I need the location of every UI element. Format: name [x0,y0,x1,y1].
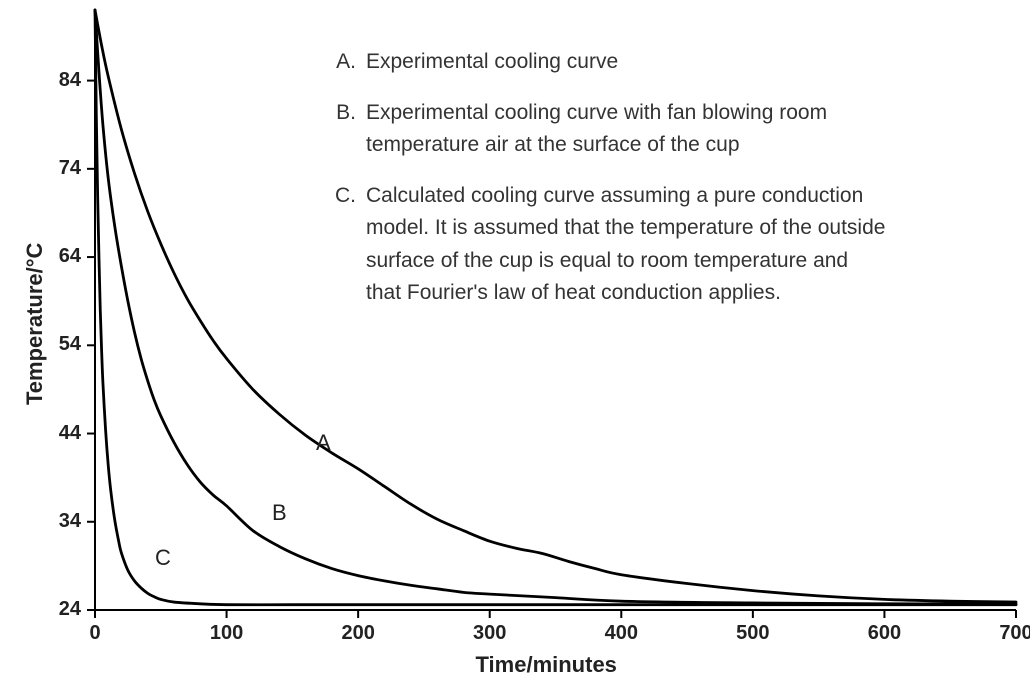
x-axis-label: Time/minutes [476,652,617,678]
legend-item-2: B.Experimental cooling curve with fan bl… [322,97,886,162]
legend-item-3: C.Calculated cooling curve assuming a pu… [322,180,886,310]
x-tick-0: 0 [70,622,120,645]
legend-text: Experimental cooling curve with fan blow… [366,97,886,162]
curve-label-A: A [316,430,331,456]
x-tick-500: 500 [728,622,778,645]
curve-label-B: B [272,500,287,526]
y-tick-24: 24 [41,598,81,621]
x-tick-400: 400 [596,622,646,645]
x-tick-200: 200 [333,622,383,645]
legend-letter: A. [322,46,366,79]
cooling-curve-chart: 24344454647484 0100200300400500600700 Te… [0,0,1030,687]
y-tick-74: 74 [41,157,81,180]
legend-letter: B. [322,97,366,162]
y-tick-84: 84 [41,69,81,92]
legend-item-1: A.Experimental cooling curve [322,46,886,79]
y-tick-44: 44 [41,422,81,445]
curve-label-C: C [155,545,171,571]
x-tick-700: 700 [991,622,1030,645]
legend-text: Calculated cooling curve assuming a pure… [366,180,886,310]
legend-text: Experimental cooling curve [366,46,886,79]
x-tick-600: 600 [859,622,909,645]
legend-letter: C. [322,180,366,310]
x-tick-300: 300 [465,622,515,645]
legend: A.Experimental cooling curveB.Experiment… [322,46,886,328]
y-axis-label: Temperature/°C [22,243,48,405]
y-tick-34: 34 [41,510,81,533]
x-tick-100: 100 [202,622,252,645]
